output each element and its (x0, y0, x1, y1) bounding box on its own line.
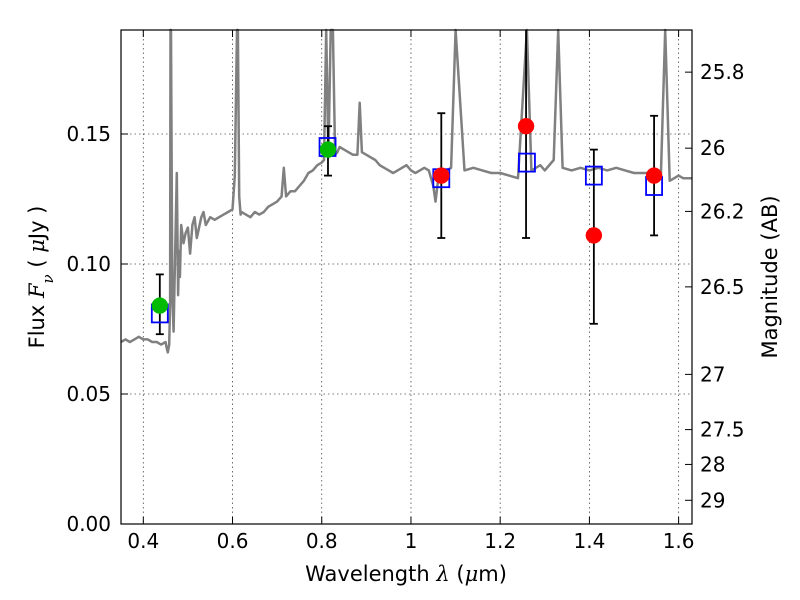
magnitude-tick-label: 26.2 (700, 199, 745, 223)
observed-nir-point (645, 167, 663, 184)
x-tick-label: 1.4 (573, 529, 605, 553)
axis-ticks: 0.4 0.6 0.8 1 1.2 1.4 1.6 0.00 0.05 0.10 0.15 25.8 2… (66, 30, 745, 553)
secondary-y-axis-label: Magnitude (AB) (758, 195, 782, 358)
observed-optical-point (151, 297, 169, 314)
axes-frame (120, 29, 693, 525)
observed-nir-point (517, 117, 535, 135)
y-tick-label: 0.10 (66, 252, 111, 276)
magnitude-tick-label: 26.5 (700, 275, 745, 299)
magnitude-tick-label: 28 (700, 452, 725, 476)
x-tick-label: 0.8 (306, 529, 338, 553)
observed-nir-point (585, 227, 603, 244)
x-tick-label: 0.6 (217, 529, 249, 553)
y-tick-label: 0.00 (66, 512, 111, 536)
observed-nir-point (433, 167, 450, 184)
x-axis-label: Wavelength λ (μm) (305, 562, 507, 586)
x-tick-label: 1.2 (484, 529, 516, 553)
magnitude-tick-label: 29 (700, 488, 725, 512)
y-axis-label: Flux Fν ( μJy ) (25, 206, 57, 349)
plot-area (120, 28, 692, 354)
model-flux-square (584, 165, 603, 186)
magnitude-tick-label: 27.5 (700, 418, 745, 442)
magnitude-tick-label: 27 (700, 362, 725, 386)
magnitude-tick-label: 25.8 (700, 60, 745, 84)
x-tick-label: 1.6 (663, 529, 695, 553)
spectrum-line (120, 28, 692, 354)
observed-optical-point (319, 141, 337, 158)
x-tick-label: 1 (405, 529, 418, 553)
y-tick-label: 0.05 (66, 382, 111, 406)
y-tick-label: 0.15 (66, 122, 111, 146)
x-tick-label: 0.4 (127, 529, 159, 553)
model-flux-square (518, 152, 536, 173)
magnitude-tick-label: 26 (700, 136, 725, 160)
